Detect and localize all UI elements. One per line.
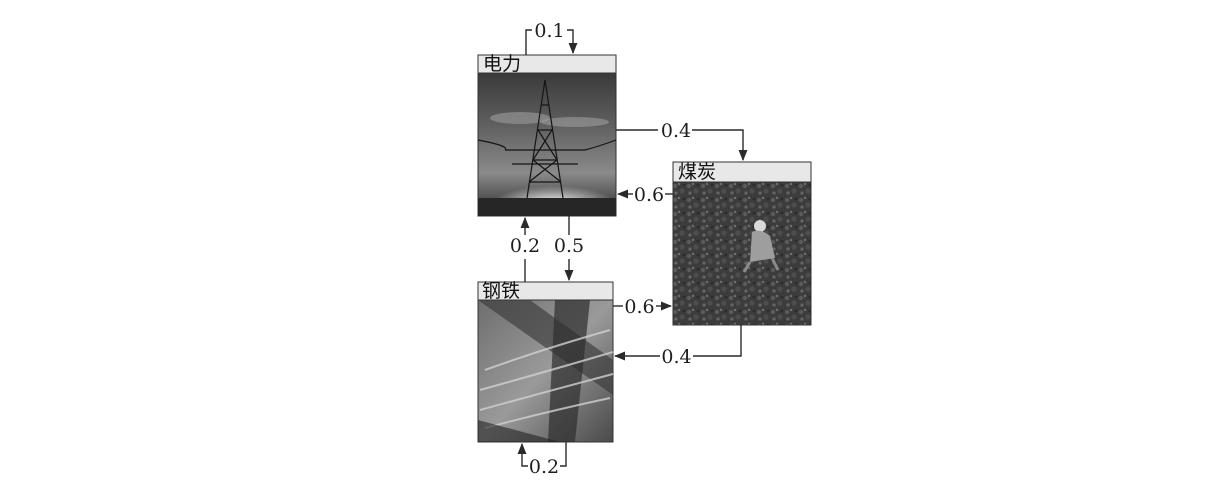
node-coal: 煤炭 [672,161,812,326]
edge-steel-to-electricity: 0.2 [510,216,540,282]
edge-electricity-self-label: 0.1 [534,20,564,42]
node-steel-title: 钢铁 [482,280,520,302]
edge-coal-to-steel: 0.4 [613,325,742,368]
edge-electricity-self: 0.1 [525,20,578,55]
edge-electricity-to-steel: 0.5 [554,216,584,282]
edge-steel-to-coal-label: 0.6 [624,296,654,318]
edge-coal-to-electricity: 0.6 [616,184,673,206]
node-coal-title: 煤炭 [678,161,716,183]
node-electricity-title: 电力 [483,53,521,75]
coal-photo [672,181,812,326]
edge-coal-to-steel-label: 0.4 [661,346,691,368]
electricity-photo [477,72,617,217]
steel-photo [477,299,614,443]
node-steel: 钢铁 [477,280,614,443]
node-electricity: 电力 [477,53,617,217]
edge-steel-self-label: 0.2 [529,456,559,478]
edge-steel-self: 0.2 [517,442,567,478]
edge-coal-to-electricity-label: 0.6 [634,184,664,206]
edge-steel-to-electricity-label: 0.2 [510,235,540,257]
edge-electricity-to-coal-label: 0.4 [661,120,691,142]
edge-electricity-to-coal: 0.4 [616,120,748,162]
edge-steel-to-coal: 0.6 [613,296,673,318]
edge-electricity-to-steel-label: 0.5 [554,235,584,257]
